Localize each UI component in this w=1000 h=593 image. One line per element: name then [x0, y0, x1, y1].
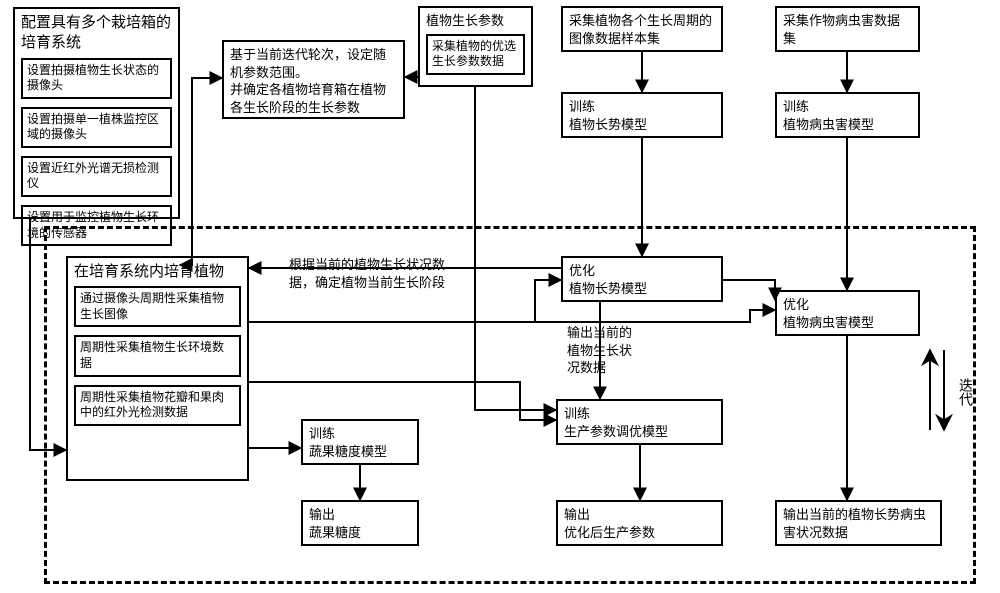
- node-opt_growth: 优化 植物长势模型: [561, 256, 723, 302]
- node-train_sugar: 训练 蔬果糖度模型: [301, 419, 419, 465]
- node-cultivate-sub-2: 周期性采集植物花瓣和果肉中的红外光检测数据: [74, 385, 241, 426]
- node-opt_pest: 优化 植物病虫害模型: [775, 290, 920, 336]
- node-cfg-sub-2: 设置近红外光谱无损检测仪: [21, 156, 172, 197]
- node-text: 优化 植物病虫害模型: [783, 296, 912, 331]
- node-text: 输出当前的植物生长状况数据: [567, 324, 641, 377]
- node-text: 输出 优化后生产参数: [564, 506, 715, 541]
- node-cfg-sub-1: 设置拍摄单一植株监控区域的摄像头: [21, 107, 172, 148]
- node-text: 采集作物病虫害数据集: [783, 12, 912, 47]
- node-cultivate-sub-1: 周期性采集植物生长环境数据: [74, 335, 241, 376]
- node-title: 植物生长参数: [426, 12, 525, 30]
- node-out_tune: 输出 优化后生产参数: [556, 500, 723, 546]
- node-stage_note: 根据当前的植物生长状况数据，确定植物当前生长阶段: [283, 252, 455, 292]
- node-out_status_note: 输出当前的植物生长状况数据: [561, 320, 647, 374]
- node-text: 训练 植物长势模型: [569, 98, 715, 133]
- node-growth_param-sub-0: 采集植物的优选生长参数数据: [426, 34, 525, 75]
- iterate-label: 迭代: [956, 378, 976, 406]
- node-text: 根据当前的植物生长状况数据，确定植物当前生长阶段: [289, 256, 449, 291]
- node-text: 训练 植物病虫害模型: [783, 98, 912, 133]
- node-train_tune: 训练 生产参数调优模型: [556, 399, 723, 445]
- node-out_sugar: 输出 蔬果糖度: [301, 500, 419, 546]
- node-text: 输出当前的植物长势病虫害状况数据: [783, 506, 934, 541]
- node-text: 输出 蔬果糖度: [309, 506, 411, 541]
- node-text: 采集植物各个生长周期的图像数据样本集: [569, 12, 715, 47]
- node-cfg-sub-3: 设置用于监控植物生长环境的传感器: [21, 205, 172, 246]
- node-iter_param: 基于当前迭代轮次，设定随机参数范围。 并确定各植物培育箱在植物各生长阶段的生长参…: [222, 40, 405, 119]
- node-cfg-sub-0: 设置拍摄植物生长状态的摄像头: [21, 58, 172, 99]
- node-train_pest: 训练 植物病虫害模型: [775, 92, 920, 138]
- node-text: 训练 生产参数调优模型: [564, 405, 715, 440]
- node-text: 训练 蔬果糖度模型: [309, 425, 411, 460]
- node-growth_param: 植物生长参数采集植物的优选生长参数数据: [418, 6, 533, 87]
- node-train_growth: 训练 植物长势模型: [561, 92, 723, 138]
- node-title: 配置具有多个栽培箱的培育系统: [21, 13, 172, 54]
- node-sample_cycle: 采集植物各个生长周期的图像数据样本集: [561, 6, 723, 52]
- node-text: 基于当前迭代轮次，设定随机参数范围。 并确定各植物培育箱在植物各生长阶段的生长参…: [230, 46, 397, 116]
- node-title: 在培育系统内培育植物: [74, 262, 241, 282]
- node-out_status: 输出当前的植物长势病虫害状况数据: [775, 500, 942, 546]
- node-sample_pest: 采集作物病虫害数据集: [775, 6, 920, 52]
- node-text: 优化 植物长势模型: [569, 262, 715, 297]
- node-cultivate: 在培育系统内培育植物通过摄像头周期性采集植物生长图像周期性采集植物生长环境数据周…: [66, 256, 249, 481]
- node-cultivate-sub-0: 通过摄像头周期性采集植物生长图像: [74, 286, 241, 327]
- node-cfg: 配置具有多个栽培箱的培育系统设置拍摄植物生长状态的摄像头设置拍摄单一植株监控区域…: [13, 7, 180, 219]
